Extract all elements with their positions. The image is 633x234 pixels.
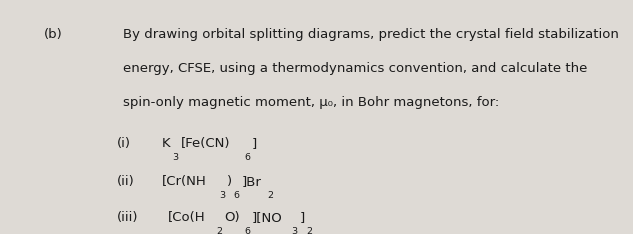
Text: 3: 3 — [173, 153, 179, 162]
Text: O): O) — [224, 211, 240, 224]
Text: [Fe(CN): [Fe(CN) — [180, 137, 230, 150]
Text: (b): (b) — [44, 28, 63, 41]
Text: 6: 6 — [234, 191, 240, 200]
Text: ): ) — [227, 175, 232, 188]
Text: (i): (i) — [117, 137, 131, 150]
Text: 2: 2 — [306, 227, 312, 234]
Text: K: K — [161, 137, 170, 150]
Text: ][NO: ][NO — [252, 211, 283, 224]
Text: ]: ] — [252, 137, 257, 150]
Text: (iii): (iii) — [117, 211, 139, 224]
Text: By drawing orbital splitting diagrams, predict the crystal field stabilization: By drawing orbital splitting diagrams, p… — [123, 28, 619, 41]
Text: 3: 3 — [219, 191, 225, 200]
Text: 3: 3 — [292, 227, 298, 234]
Text: 2: 2 — [216, 227, 222, 234]
Text: 6: 6 — [244, 153, 250, 162]
Text: 6: 6 — [244, 227, 250, 234]
Text: spin-only magnetic moment, μ₀, in Bohr magnetons, for:: spin-only magnetic moment, μ₀, in Bohr m… — [123, 96, 499, 109]
Text: 2: 2 — [267, 191, 273, 200]
Text: ]Br: ]Br — [241, 175, 261, 188]
Text: (ii): (ii) — [117, 175, 135, 188]
Text: ]: ] — [299, 211, 304, 224]
Text: [Co(H: [Co(H — [168, 211, 205, 224]
Text: energy, CFSE, using a thermodynamics convention, and calculate the: energy, CFSE, using a thermodynamics con… — [123, 62, 588, 75]
Text: [Cr(NH: [Cr(NH — [161, 175, 206, 188]
